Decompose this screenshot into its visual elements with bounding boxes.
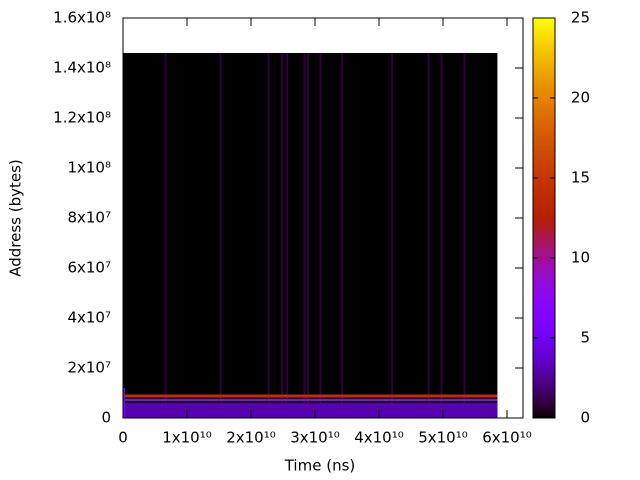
x-tick-label: 0 — [118, 429, 128, 447]
y-axis-label: Address (bytes) — [7, 159, 25, 277]
y-tick-label: 1.6x10⁸ — [53, 9, 111, 27]
heat-cell — [123, 403, 498, 418]
x-tick-label: 5x10¹⁰ — [418, 429, 468, 447]
y-tick-label: 8x10⁷ — [67, 209, 111, 227]
y-tick-label: 2x10⁷ — [67, 359, 111, 377]
y-tick-label: 1.4x10⁸ — [53, 59, 111, 77]
heat-cell — [463, 53, 466, 418]
heat-cell — [391, 53, 394, 418]
heat-cell — [123, 394, 498, 398]
heat-cell — [281, 53, 283, 418]
heat-cell — [219, 53, 222, 418]
colorbar — [532, 17, 556, 419]
y-tick-label: 1.2x10⁸ — [53, 109, 111, 127]
heat-cell — [307, 53, 310, 418]
x-tick-label: 2x10¹⁰ — [226, 429, 276, 447]
colorbar-tick-label: 10 — [571, 249, 590, 267]
y-tick-label: 0 — [101, 409, 111, 427]
y-tick-label: 6x10⁷ — [67, 259, 111, 277]
x-tick-label: 4x10¹⁰ — [354, 429, 404, 447]
x-tick-label: 3x10¹⁰ — [290, 429, 340, 447]
heat-cell — [440, 53, 443, 418]
x-tick-label: 1x10¹⁰ — [162, 429, 212, 447]
colorbar-tick-label: 5 — [580, 329, 590, 347]
heat-cell — [427, 53, 430, 418]
colorbar-tick-label: 20 — [571, 89, 590, 107]
colorbar-tick-label: 25 — [571, 9, 590, 27]
colorbar-tick-label: 15 — [571, 169, 590, 187]
y-tick-label: 4x10⁷ — [67, 309, 111, 327]
heat-cell — [123, 388, 125, 418]
heat-cell — [123, 53, 498, 418]
x-tick-label: 6x10¹⁰ — [482, 429, 532, 447]
heat-cell — [303, 53, 306, 418]
heat-cell — [341, 53, 344, 418]
heat-cell — [267, 53, 270, 418]
heat-cell — [164, 53, 167, 418]
colorbar-tick-label: 0 — [580, 409, 590, 427]
y-tick-label: 1x10⁸ — [67, 159, 111, 177]
x-axis-label: Time (ns) — [284, 457, 356, 475]
heat-cell — [319, 53, 322, 418]
heat-cell — [286, 53, 289, 418]
heat-cell — [123, 399, 498, 401]
